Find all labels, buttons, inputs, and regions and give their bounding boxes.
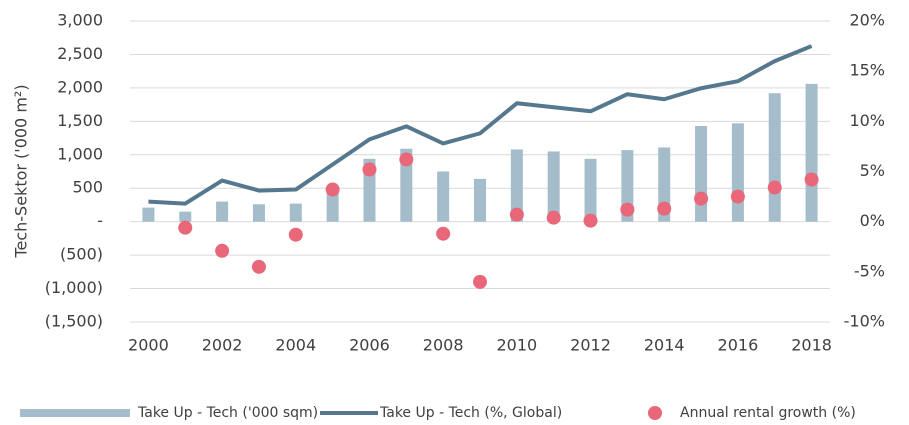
y2-tick-label: 5%	[860, 161, 885, 180]
x-tick-label: 2008	[423, 336, 464, 355]
y2-tick-label: 0%	[860, 211, 885, 230]
bar	[252, 204, 265, 222]
x-tick-label: 2012	[570, 336, 611, 355]
bar	[326, 188, 339, 222]
bar	[695, 126, 708, 222]
legend-label: Take Up - Tech ('000 sqm)	[137, 405, 318, 421]
dot	[251, 259, 266, 274]
y-tick-label: 1,000	[57, 144, 103, 163]
x-tick-label: 2006	[349, 336, 390, 355]
bar	[510, 149, 523, 222]
dot	[288, 227, 303, 242]
y-tick-label: -	[97, 211, 103, 230]
dot	[362, 162, 377, 177]
x-tick-label: 2010	[496, 336, 537, 355]
bar	[584, 158, 597, 222]
bar	[142, 207, 155, 222]
dot	[730, 189, 745, 204]
legend-label: Annual rental growth (%)	[680, 405, 856, 421]
y-tick-label: 2,500	[57, 44, 103, 63]
bar	[731, 123, 744, 222]
bar	[179, 211, 192, 222]
x-tick-label: 2016	[718, 336, 759, 355]
dot	[473, 274, 487, 289]
dot	[694, 191, 709, 206]
y-tick-label: (500)	[60, 245, 103, 264]
dot	[657, 201, 672, 216]
x-tick-label: 2000	[128, 336, 169, 355]
y-tick-label: 500	[72, 178, 103, 197]
y-tick-label: 3,000	[57, 11, 103, 30]
dot	[436, 226, 451, 241]
dot	[583, 213, 598, 228]
y2-tick-label: 15%	[849, 61, 885, 80]
legend-swatch	[20, 409, 130, 417]
y2-tick-label: -10%	[844, 312, 885, 331]
y-tick-label: (1,000)	[45, 278, 103, 297]
bar	[289, 203, 302, 222]
y-axis-label: Tech-Sektor ('000 m²)	[12, 84, 31, 258]
bar	[474, 178, 486, 222]
bar	[216, 201, 229, 222]
dot	[509, 207, 524, 222]
x-tick-label: 2002	[202, 336, 243, 355]
y-tick-label: 1,500	[57, 111, 103, 130]
bar	[768, 93, 781, 222]
bar	[437, 171, 450, 222]
dot	[767, 180, 782, 195]
bar	[400, 148, 413, 222]
dot	[178, 220, 193, 235]
dot	[546, 210, 561, 225]
y2-tick-label: 10%	[849, 111, 885, 130]
x-tick-label: 2004	[275, 336, 316, 355]
y-tick-label: (1,500)	[45, 312, 103, 331]
x-tick-label: 2014	[644, 336, 685, 355]
line	[148, 44, 813, 206]
y2-tick-label: 20%	[849, 11, 885, 30]
y2-tick-label: -5%	[854, 261, 885, 280]
bar	[547, 151, 560, 222]
y-tick-label: 2,000	[57, 77, 103, 96]
dot	[399, 152, 414, 167]
bar	[805, 83, 818, 222]
dot	[325, 182, 340, 197]
dot	[804, 172, 819, 187]
dot	[620, 202, 635, 217]
legend-label: Take Up - Tech (%, Global)	[379, 405, 562, 421]
dot	[215, 243, 230, 258]
x-tick-label: 2018	[791, 336, 832, 355]
legend-swatch	[648, 406, 662, 420]
